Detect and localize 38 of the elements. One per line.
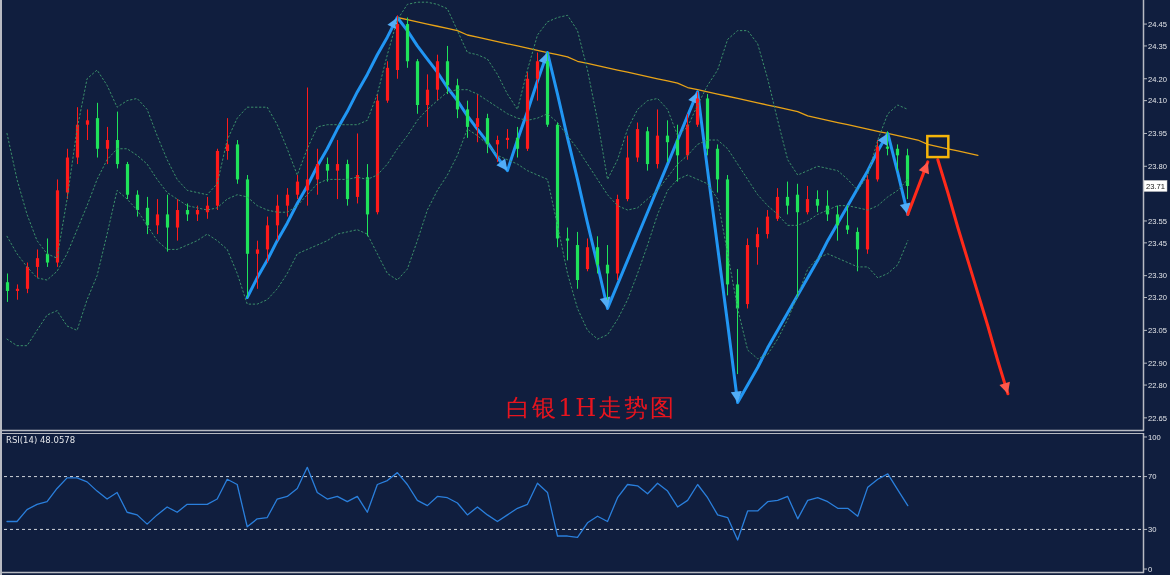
- candlestick: [475, 93, 480, 143]
- candlestick: [815, 189, 820, 213]
- candlestick: [765, 209, 770, 239]
- candlestick: [5, 272, 10, 303]
- candlestick: [785, 181, 790, 215]
- text: 白银1H走势图: [505, 394, 677, 422]
- candlestick: [535, 52, 540, 102]
- candlestick: [835, 205, 840, 242]
- candlestick: [845, 205, 850, 235]
- candlestick: [755, 227, 760, 266]
- candlestick: [425, 73, 430, 128]
- candlestick: [85, 108, 90, 141]
- candlestick: [35, 248, 40, 279]
- candlestick: [325, 157, 330, 183]
- candlestick: [255, 240, 260, 290]
- candlestick: [595, 235, 600, 274]
- candlestick: [515, 126, 520, 159]
- candlestick: [335, 139, 340, 200]
- candlestick: [465, 100, 470, 139]
- candlestick: [225, 117, 230, 161]
- candlestick: [155, 198, 160, 235]
- candlestick: [105, 126, 110, 165]
- candlestick: [25, 262, 30, 294]
- candlestick: [315, 148, 320, 196]
- candlestick: [305, 87, 310, 207]
- candlestick: [565, 227, 570, 261]
- candlestick: [355, 132, 360, 204]
- chart-title: RSI(14) 48.0578: [6, 435, 76, 445]
- candlestick: [675, 124, 680, 183]
- candlestick: [175, 198, 180, 242]
- candlestick: [855, 227, 860, 272]
- candlestick: [805, 185, 810, 215]
- line-series: [6, 466, 909, 541]
- candlestick: [285, 187, 290, 218]
- candlestick: [585, 237, 590, 272]
- candlestick: [295, 174, 300, 200]
- candlestick: [165, 194, 170, 253]
- line-series: [6, 128, 909, 360]
